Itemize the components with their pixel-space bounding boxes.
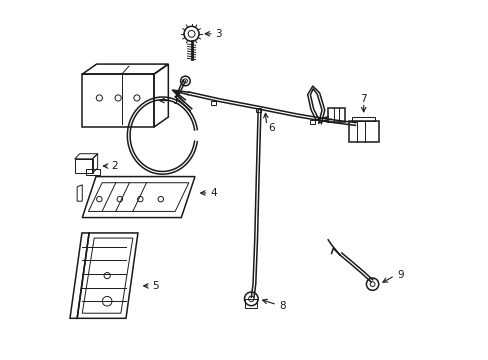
Bar — [98, 64, 107, 71]
Text: 9: 9 — [396, 270, 403, 280]
Bar — [310, 120, 315, 124]
Bar — [348, 121, 378, 143]
Bar — [99, 60, 105, 64]
Text: 2: 2 — [111, 161, 118, 171]
Text: 1: 1 — [172, 96, 179, 105]
Text: 4: 4 — [210, 188, 217, 198]
Bar — [122, 60, 129, 64]
Text: 3: 3 — [215, 29, 222, 39]
Text: 7: 7 — [360, 94, 366, 104]
Bar — [255, 108, 260, 112]
Text: 6: 6 — [268, 123, 274, 133]
Bar — [122, 64, 130, 71]
Bar — [351, 117, 375, 121]
Text: 8: 8 — [279, 301, 285, 311]
Text: 5: 5 — [152, 281, 159, 291]
Bar — [211, 101, 216, 105]
Bar — [244, 298, 257, 308]
Bar — [327, 108, 345, 122]
